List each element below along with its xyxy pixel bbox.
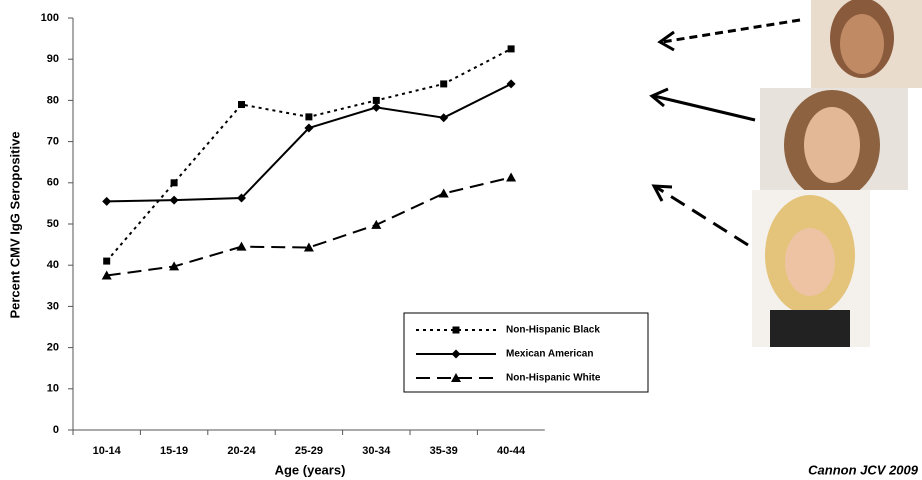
marker [304, 123, 314, 133]
marker [101, 270, 112, 280]
y-tick-label: 90 [47, 53, 59, 65]
legend-box [403, 312, 649, 393]
marker [102, 196, 112, 206]
photo [752, 190, 870, 347]
y-axis-label: Percent CMV IgG Seropositive [7, 131, 22, 318]
legend-label: Non-Hispanic White [506, 373, 601, 384]
marker [440, 80, 448, 88]
legend-label: Mexican American [506, 349, 593, 360]
marker [238, 101, 245, 109]
y-tick-label: 80 [47, 94, 59, 106]
marker [103, 257, 111, 265]
y-tick-label: 40 [47, 259, 59, 271]
marker [236, 241, 247, 251]
x-tick-label: 35-39 [430, 445, 458, 457]
x-tick-label: 25-29 [295, 445, 323, 457]
arrow [651, 184, 749, 247]
x-tick-label: 40-44 [497, 445, 526, 457]
marker [451, 349, 461, 359]
legend-label: Non-Hispanic Black [506, 325, 600, 336]
y-tick-label: 70 [47, 136, 59, 148]
marker [237, 193, 246, 203]
marker [452, 326, 460, 334]
x-tick-label: 30-34 [362, 445, 391, 457]
y-tick-label: 10 [47, 383, 59, 395]
citation: Cannon JCV 2009 [808, 462, 919, 477]
marker [438, 188, 449, 198]
arrow [657, 18, 801, 52]
marker [371, 219, 382, 229]
y-tick-label: 60 [47, 177, 59, 189]
marker [507, 45, 515, 53]
x-tick-label: 20-24 [227, 445, 256, 457]
marker [506, 79, 516, 89]
marker [305, 113, 313, 121]
x-tick-label: 10-14 [93, 445, 122, 457]
series-line [106, 83, 512, 203]
y-tick-label: 50 [47, 218, 59, 230]
marker [372, 96, 380, 104]
x-tick-label: 15-19 [160, 445, 188, 457]
photo [760, 88, 908, 200]
series-line [105, 48, 512, 262]
legend: Non-Hispanic Black Mexican American Non-Hi… [403, 312, 649, 393]
y-tick-label: 30 [47, 300, 59, 312]
marker [439, 113, 449, 123]
marker [371, 102, 381, 112]
marker [506, 172, 517, 182]
marker [169, 195, 179, 205]
arrow [649, 87, 756, 122]
y-tick-label: 20 [47, 342, 59, 354]
marker [169, 261, 180, 271]
marker [170, 179, 178, 187]
x-axis-label: Age (years) [275, 462, 346, 477]
y-tick-label: 0 [53, 424, 59, 436]
marker [451, 373, 461, 382]
y-tick-label: 100 [41, 12, 59, 24]
photo [811, 0, 922, 88]
marker [303, 242, 314, 252]
